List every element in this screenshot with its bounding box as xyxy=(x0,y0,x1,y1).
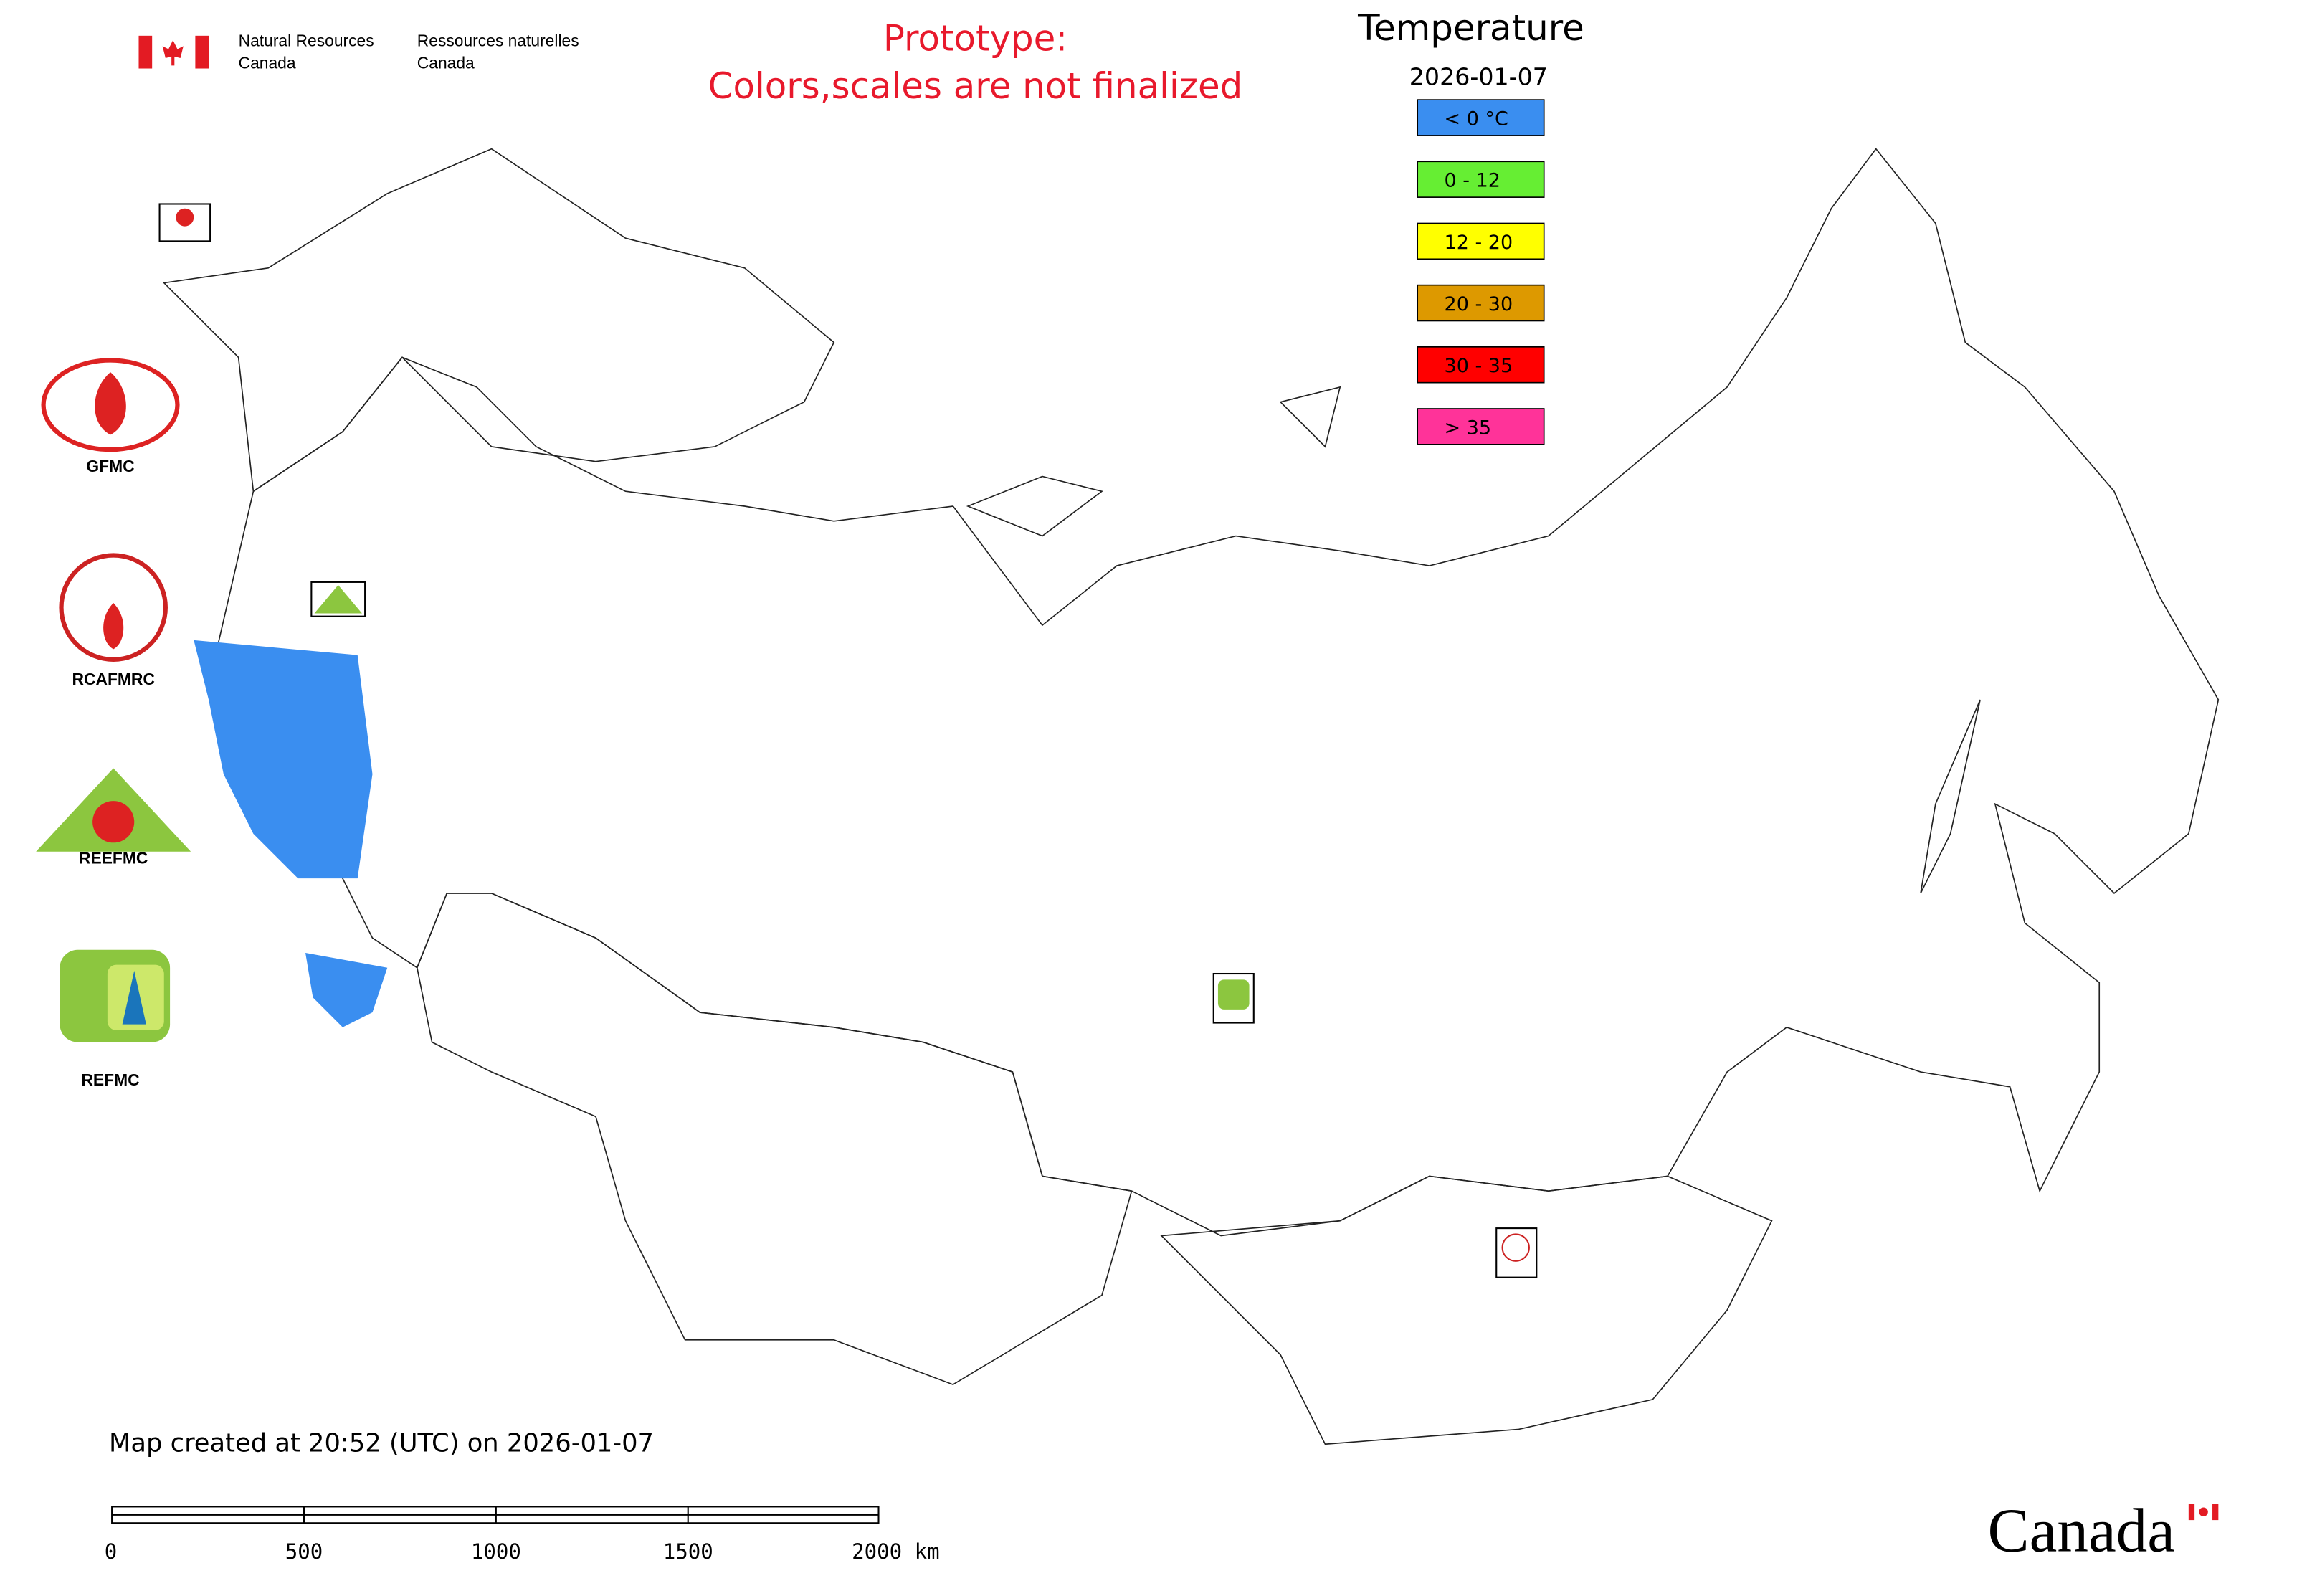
scale-label: 1500 xyxy=(663,1539,713,1564)
logo-refmc: REFMC xyxy=(60,949,171,1089)
agency-en: Natural Resources xyxy=(239,31,374,49)
agency-fr: Ressources naturelles xyxy=(417,31,579,49)
legend-label: > 35 xyxy=(1445,417,1492,439)
legend-swatch xyxy=(1417,284,1545,322)
logo-label: RCAFMRC xyxy=(72,670,154,688)
logo-reefmc: REEFMC xyxy=(36,768,191,867)
agency-fr: Canada xyxy=(417,54,475,72)
legend-label: 0 - 12 xyxy=(1445,170,1500,192)
scale-label: 2000 km xyxy=(852,1539,939,1564)
legend-title: Temperature xyxy=(1357,7,1584,49)
logo-label: REFMC xyxy=(81,1070,139,1089)
legend-label: 30 - 35 xyxy=(1445,355,1513,377)
logo-label: REEFMC xyxy=(79,848,148,867)
logo-label: GFMC xyxy=(86,457,134,475)
agency-en: Canada xyxy=(239,54,296,72)
map-created: Map created at 20:52 (UTC) on 2026-01-07 xyxy=(109,1429,654,1458)
logo-rcafmrc: RCAFMRC xyxy=(59,553,168,688)
scale-bar xyxy=(111,1506,880,1524)
legend-swatch xyxy=(1417,346,1545,384)
canada-wordmark: Canada xyxy=(1987,1496,2174,1565)
scale-label: 0 xyxy=(105,1539,118,1564)
map-marker xyxy=(158,203,1538,1278)
fip-signature: Natural Resources Canada Ressources natu… xyxy=(138,31,579,72)
legend-swatch xyxy=(1417,99,1545,136)
legend-date: 2026-01-07 xyxy=(1409,62,1548,90)
notice: Colors,scales are not finalized xyxy=(708,65,1243,107)
notice: Prototype: xyxy=(883,18,1067,60)
wordmark-flag xyxy=(2188,1504,2219,1521)
legend-swatch xyxy=(1417,161,1545,198)
scale-label: 500 xyxy=(285,1539,323,1564)
legend-label: 12 - 20 xyxy=(1445,232,1513,254)
legend-swatch xyxy=(1417,408,1545,445)
logo-gfmc: GFMC xyxy=(41,358,180,475)
scale-label: 1000 xyxy=(471,1539,521,1564)
legend-label: < 0 °C xyxy=(1445,108,1508,130)
legend-label: 20 - 30 xyxy=(1445,293,1513,315)
basemap xyxy=(163,148,2220,1445)
legend-swatch xyxy=(1417,222,1545,260)
legend: < 0 °C 0 - 12 12 - 20 20 - 30 30 - 35 > 35 xyxy=(1417,99,1545,445)
